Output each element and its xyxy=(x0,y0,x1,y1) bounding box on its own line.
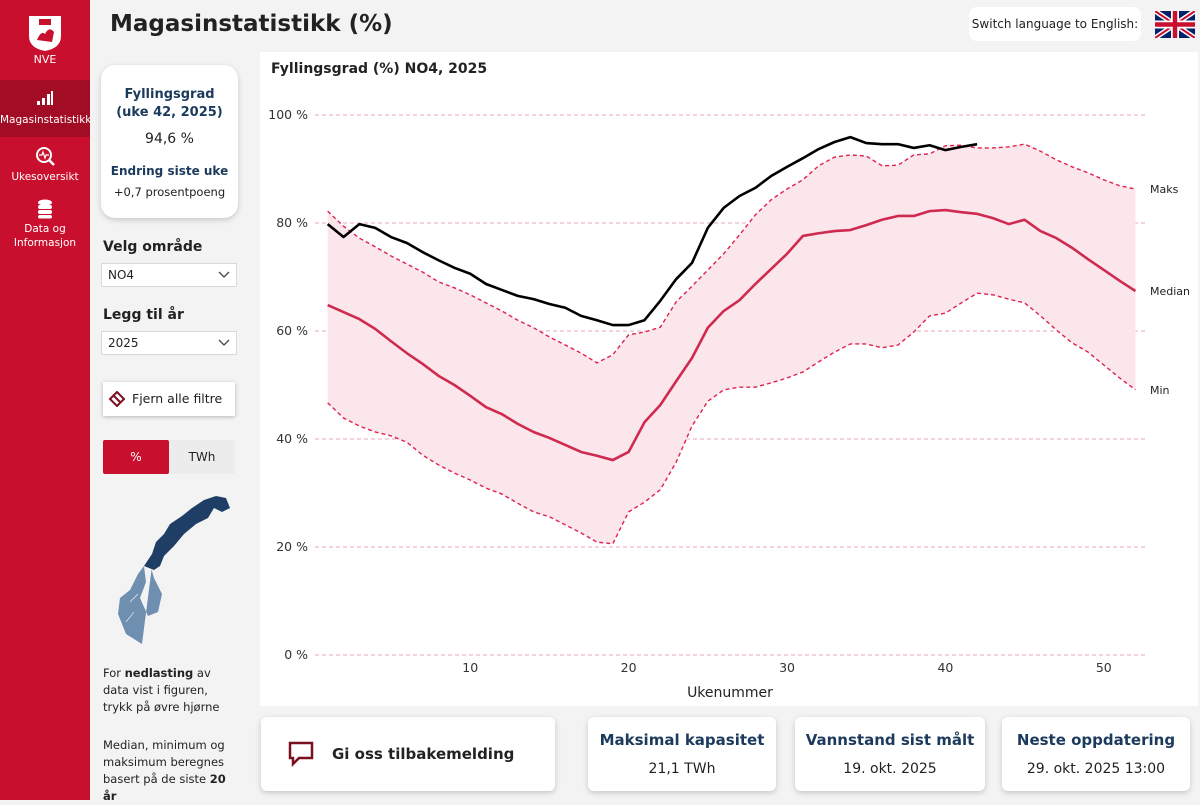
nav-item[interactable]: Data og Informasjon xyxy=(13,223,77,249)
x-tick-label: 40 xyxy=(937,660,953,675)
y-tick-label: 100 % xyxy=(268,107,308,122)
change-title: Endring siste uke xyxy=(110,164,229,178)
x-tick-label: 50 xyxy=(1096,660,1112,675)
series-line xyxy=(327,208,1137,462)
language-switch[interactable]: Switch language to English: xyxy=(969,7,1141,41)
info-card: Neste oppdatering 29. okt. 2025 13:00 xyxy=(1002,717,1190,791)
nav-icon xyxy=(37,91,53,105)
info-value: 29. okt. 2025 13:00 xyxy=(1026,761,1166,777)
logo-crest xyxy=(29,16,61,51)
chart-panel: Fyllingsgrad (%) NO4, 2025 0 % 20 % 40 % 60… xyxy=(260,52,1198,706)
note-text: Median, minimum og maksimum beregnes bas… xyxy=(103,738,225,786)
info-value: 19. okt. 2025 xyxy=(843,761,937,777)
year-value: 2025 xyxy=(108,336,139,350)
series-label: Min xyxy=(1150,384,1170,397)
unit-option[interactable]: TWh xyxy=(169,440,235,474)
page-title: Magasinstatistikk (%) xyxy=(110,11,393,37)
series-line xyxy=(326,135,978,327)
series-label: Maks xyxy=(1150,183,1179,196)
chart-title: Fyllingsgrad (%) NO4, 2025 xyxy=(271,61,488,77)
y-tick-label: 60 % xyxy=(276,323,308,338)
nav-icon xyxy=(36,147,55,166)
nav-icon xyxy=(38,199,52,219)
clear-filters-button[interactable]: Fjern alle filtre xyxy=(103,382,235,416)
info-value: 21,1 TWh xyxy=(648,761,716,777)
chart: 0 % 20 % 40 % 60 % 80 % 100 % 10 20 30 40 50 Ukenum… xyxy=(268,107,1190,701)
summary-value: 94,6 % xyxy=(145,131,194,147)
change-value: +0,7 prosentpoeng xyxy=(113,185,226,199)
basis-note: Median, minimum og maksimum beregnes bas… xyxy=(103,737,238,805)
year-label: Legg til år xyxy=(103,307,184,323)
chevron xyxy=(218,339,230,346)
y-tick-label: 80 % xyxy=(276,215,308,230)
info-title: Neste oppdatering xyxy=(1016,731,1176,749)
info-title: Maksimal kapasitet xyxy=(599,731,765,749)
unit-option-active[interactable]: % xyxy=(103,440,169,474)
info-card: Maksimal kapasitet 21,1 TWh xyxy=(588,717,776,791)
x-axis-label: Ukenummer xyxy=(687,685,773,701)
logo-text[interactable]: NVE xyxy=(33,53,57,66)
info-card: Vannstand sist målt 19. okt. 2025 xyxy=(795,717,985,791)
summary-card: Fyllingsgrad (uke 42, 2025) 94,6 % Endri… xyxy=(101,65,238,218)
series-line xyxy=(327,292,1136,545)
year-dropdown[interactable]: 2025 xyxy=(101,331,237,355)
feedback-card[interactable]: Gi oss tilbakemelding xyxy=(261,717,555,791)
series-line xyxy=(327,143,1136,364)
clear-filters-text: Fjern alle filtre xyxy=(132,391,223,406)
download-note: For nedlasting av data vist i figuren, t… xyxy=(103,665,238,716)
note-text: av data vist i figuren, trykk på øvre hj… xyxy=(103,666,220,714)
chevron xyxy=(218,271,230,278)
feedback-text: Gi oss tilbakemelding xyxy=(332,745,515,763)
summary-title: Fyllingsgrad (uke 42, 2025) xyxy=(116,87,223,120)
x-tick-label: 30 xyxy=(779,660,795,675)
nav-item[interactable]: Ukesoversikt xyxy=(11,171,79,183)
side-nav: NVE Magasinstatistikk Ukesoversikt Data … xyxy=(0,0,92,800)
range-band xyxy=(327,144,1136,544)
active-highlight xyxy=(0,80,90,137)
area-value: NO4 xyxy=(108,268,135,282)
uk-flag[interactable] xyxy=(1155,11,1195,38)
y-tick-label: 20 % xyxy=(276,539,308,554)
y-tick-label: 40 % xyxy=(276,431,308,446)
norway-map xyxy=(118,496,230,644)
area-label: Velg område xyxy=(103,239,203,255)
info-title: Vannstand sist målt xyxy=(805,731,975,749)
y-tick-label: 0 % xyxy=(284,647,308,662)
x-tick-label: 20 xyxy=(621,660,637,675)
note-bold: nedlasting xyxy=(124,666,194,680)
x-tick-label: 10 xyxy=(462,660,478,675)
note-text: For xyxy=(103,666,125,680)
speech-icon xyxy=(288,741,314,767)
series-label: Median xyxy=(1150,285,1190,298)
eraser-icon xyxy=(108,391,126,407)
area-dropdown[interactable]: NO4 xyxy=(101,263,237,287)
nav-item[interactable]: Magasinstatistikk xyxy=(0,114,92,126)
